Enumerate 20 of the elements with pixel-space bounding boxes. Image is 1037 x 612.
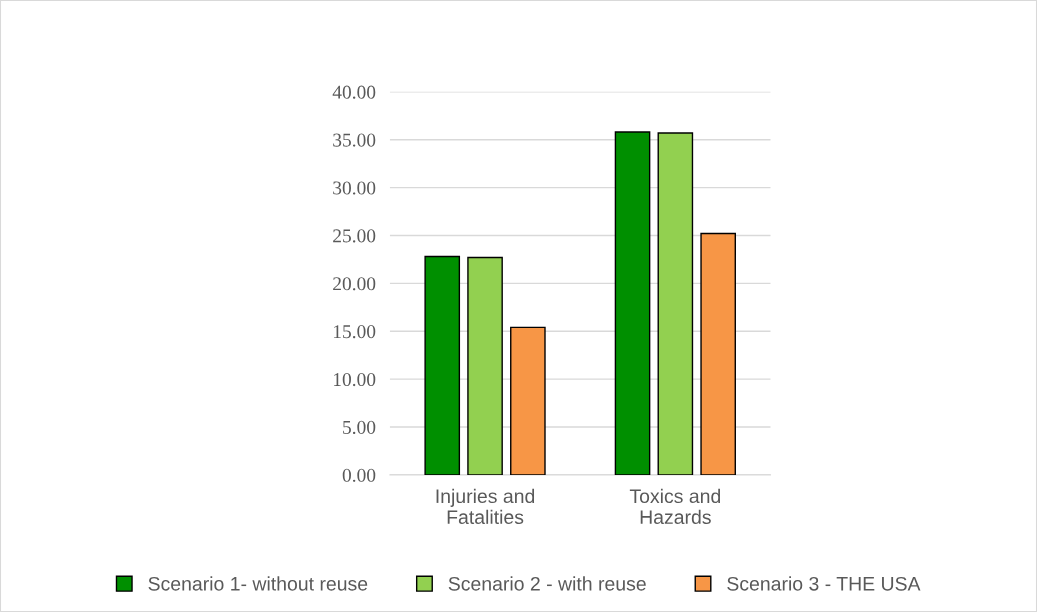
y-tick-label: 30.00	[333, 181, 376, 195]
x-tick-label: Toxics and Hazards	[629, 488, 721, 525]
bar	[467, 256, 503, 475]
y-tick-label: 10.00	[333, 372, 376, 387]
y-tick-label: 5.00	[343, 420, 376, 435]
y-tick-label: 15.00	[333, 325, 376, 339]
y-tick-label: 20.00	[333, 277, 376, 291]
legend-label: Scenario 2 - with reuse	[448, 576, 646, 591]
bar	[700, 232, 736, 475]
legend-label: Scenario 3 - THE USA	[727, 576, 921, 591]
bar	[424, 255, 461, 475]
legend-label: Scenario 1- without reuse	[148, 576, 368, 591]
bar	[657, 132, 694, 475]
x-tick-label: Injuries and Fatalities	[436, 488, 535, 525]
bar	[614, 131, 651, 475]
y-tick-label: 35.00	[333, 133, 376, 147]
y-tick-label: 40.00	[332, 85, 376, 99]
bar	[510, 326, 546, 475]
y-tick-label: 25.00	[333, 229, 376, 243]
y-tick-label: 0.00	[342, 468, 376, 482]
